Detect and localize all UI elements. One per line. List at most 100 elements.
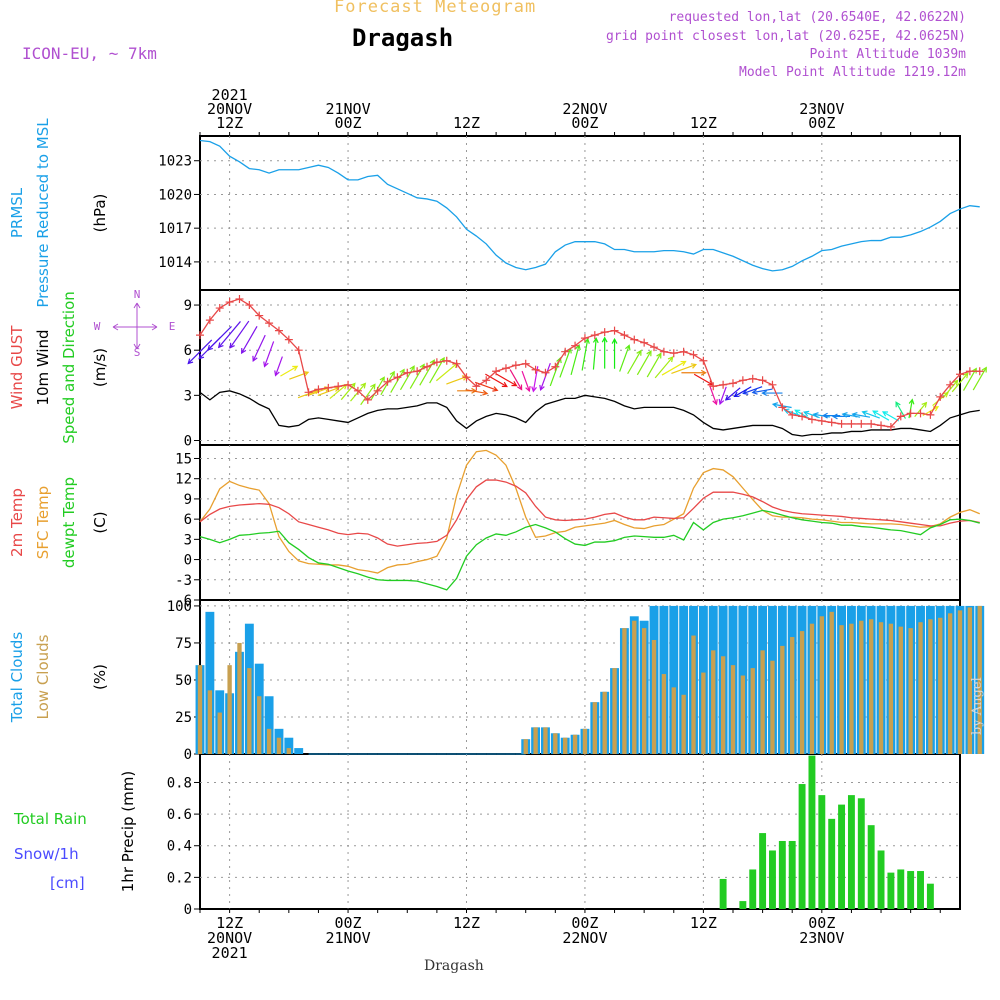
wind-arrow-head: [531, 386, 537, 393]
gust-marker: [393, 373, 402, 382]
low-cloud-bar: [799, 631, 805, 754]
low-cloud-bar: [247, 668, 252, 754]
low-cloud-bar: [533, 727, 538, 754]
wind-direction-arrow: [813, 413, 830, 418]
wind-direction-arrow: [719, 386, 727, 405]
bottom-time-label: 12Z: [216, 914, 243, 932]
wind-arrow-head: [724, 395, 731, 401]
y-tick-label: 1020: [158, 187, 192, 203]
wind-direction-arrow: [252, 334, 266, 362]
wind-direction-arrow: [693, 373, 713, 386]
gust-marker: [403, 368, 412, 377]
compass-south: S: [134, 346, 141, 359]
low-cloud-bar: [217, 712, 222, 754]
gust-marker: [827, 418, 836, 427]
wind-direction-arrow: [951, 372, 969, 393]
wind-direction-arrow: [752, 388, 773, 394]
panel-label: Wind GUST: [8, 325, 26, 410]
wind-direction-arrow: [465, 389, 488, 395]
low-cloud-bar: [770, 660, 775, 754]
wind-direction-arrow: [241, 326, 258, 354]
bottom-time-label: 20NOV: [207, 929, 252, 947]
bottom-time-label: 21NOV: [325, 929, 370, 947]
gust-marker: [965, 367, 974, 376]
grid-point-coords: grid point closest lon,lat (20.625E, 42.…: [605, 29, 966, 44]
y-tick-label: -3: [175, 573, 192, 589]
rain-bar: [897, 869, 905, 909]
wind-direction-arrow: [671, 363, 697, 375]
wind-arrow-head: [525, 385, 531, 393]
wind-arrow-head: [742, 389, 749, 395]
gust-marker: [531, 365, 540, 374]
low-cloud-bar: [276, 737, 282, 754]
rain-bar: [867, 825, 875, 909]
gust-marker: [274, 326, 283, 335]
wind-direction-arrow: [485, 373, 508, 388]
gust-marker: [817, 416, 826, 425]
rain-bar: [917, 871, 924, 909]
y-tick-label: 0: [184, 433, 192, 449]
wind-direction-arrow: [852, 413, 871, 418]
gust-marker: [225, 298, 234, 307]
compass-west: W: [94, 320, 101, 333]
gust-marker: [561, 347, 570, 356]
bottom-time-label: 2021: [212, 944, 248, 962]
wind-arrow-head: [492, 386, 499, 392]
gust-marker: [659, 347, 668, 356]
bottom-time-label: 12Z: [453, 914, 480, 932]
panel-label: SFC Temp: [34, 486, 52, 559]
gust-marker: [886, 422, 895, 431]
top-time-label: 23NOV: [799, 100, 844, 118]
top-time-label: 12Z: [216, 114, 243, 132]
gust-marker: [452, 359, 461, 368]
wind-direction-arrow: [627, 350, 642, 375]
total-cloud-bar: [284, 737, 294, 754]
low-cloud-bar: [967, 607, 973, 754]
rain-bar: [749, 869, 757, 909]
top-time-label: 12Z: [453, 114, 480, 132]
wind-arrow-head: [539, 384, 545, 392]
low-cloud-bar: [612, 668, 617, 754]
y-tick-label: 9: [184, 298, 192, 314]
low-cloud-bar: [681, 694, 686, 754]
panel-ylabel: (m/s): [91, 348, 109, 387]
wind-direction-arrow: [743, 386, 763, 395]
panel-ylabel: (hPa): [91, 194, 109, 233]
gust-marker: [571, 341, 580, 350]
y-tick-label: 0: [184, 747, 192, 763]
wind-arrow-head: [895, 401, 901, 408]
wind-arrow-head: [831, 413, 838, 420]
low-cloud-bar: [780, 645, 785, 754]
gust-marker: [798, 412, 807, 421]
wind-direction-arrow: [218, 321, 241, 348]
wind-direction-arrow: [654, 356, 674, 379]
model-label: ICON-EU, ~ 7km: [22, 44, 157, 63]
top-time-label: 2021: [212, 86, 248, 104]
wind-direction-arrow: [570, 344, 580, 376]
gust-marker: [235, 295, 244, 304]
wind-arrow-head: [517, 384, 523, 391]
rain-bar: [778, 840, 786, 909]
wind-direction-arrow: [329, 384, 347, 400]
low-cloud-bar: [671, 687, 676, 754]
gust-marker: [679, 347, 688, 356]
low-cloud-bar: [563, 737, 568, 754]
wind-direction-arrow: [646, 353, 662, 378]
wind-arrow-head: [761, 390, 768, 397]
gust-marker: [610, 326, 619, 335]
wind-arrow-head: [733, 391, 740, 398]
gust-marker: [334, 382, 343, 391]
wind-direction-arrow: [360, 384, 376, 406]
rain-bar: [877, 850, 885, 909]
rain-bar: [739, 901, 747, 909]
gust-marker: [768, 380, 777, 389]
wind-direction-arrow: [942, 380, 958, 399]
wind-direction-arrow: [399, 365, 415, 391]
wind-direction-arrow: [963, 368, 977, 391]
gust-marker: [580, 334, 589, 343]
rain-bar: [838, 804, 846, 909]
precip-label-cm: [cm]: [50, 874, 85, 892]
wind-direction-arrow: [340, 383, 356, 401]
y-tick-label: 0: [184, 553, 192, 569]
rain-bar: [926, 883, 934, 909]
